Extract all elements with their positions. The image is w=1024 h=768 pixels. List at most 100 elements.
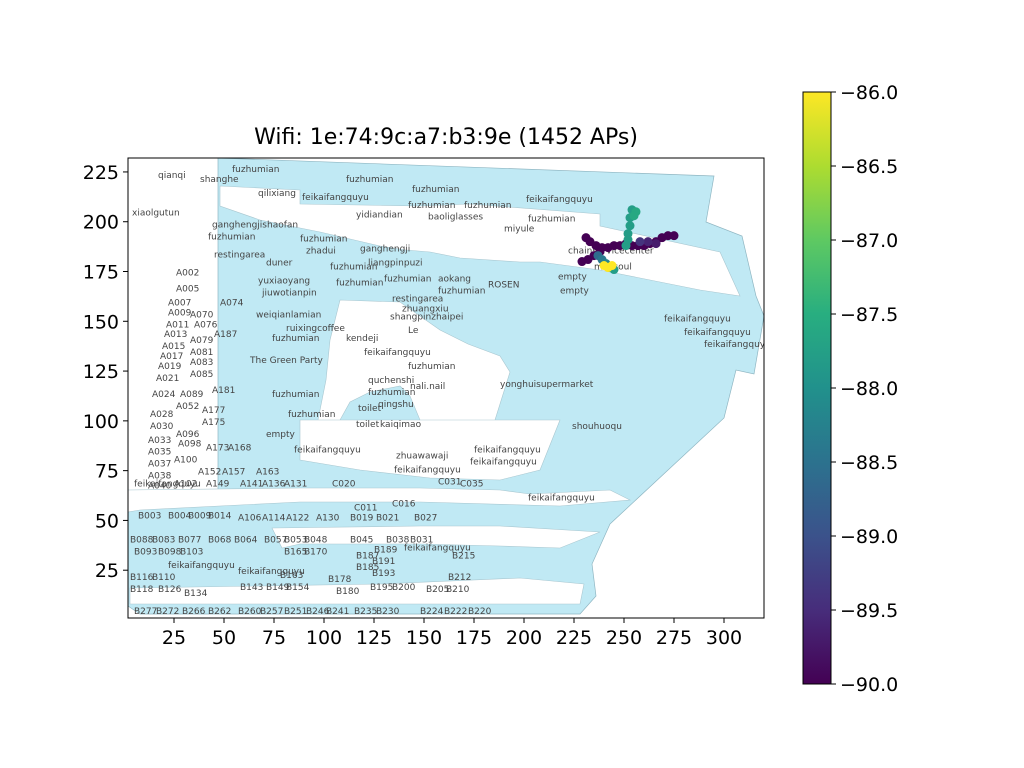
room-label: A040 <box>148 482 172 492</box>
room-label: ganghengjishaofan <box>212 221 298 231</box>
x-tick-label: 50 <box>212 627 236 649</box>
room-label: restingarea <box>392 294 443 304</box>
room-label: yuxiaoyang <box>258 276 310 286</box>
room-label: B205 <box>426 585 449 595</box>
room-label: feikaifangquyu <box>394 466 461 476</box>
colorbar-axis: −86.0 −86.5 −87.0 −87.5 −88.0 −88.5 −89.0 −89.5… <box>831 82 898 696</box>
room-label: B241 <box>326 607 349 617</box>
room-label: jiuwotianpin <box>261 288 317 298</box>
room-label: fuzhumian <box>300 235 348 245</box>
colorbar-tick-label: −86.0 <box>840 82 898 104</box>
y-tick-label: 125 <box>83 361 119 383</box>
room-label: feikaifangquyu <box>664 314 731 324</box>
y-tick-label: 25 <box>95 560 119 582</box>
room-label: B191 <box>372 557 395 567</box>
room-label: B262 <box>208 607 231 617</box>
room-label: ruixingcoffee <box>286 324 345 334</box>
room-label: B185 <box>356 563 379 573</box>
room-label: A175 <box>202 418 225 428</box>
room-label: A177 <box>202 406 225 416</box>
room-label: feikaifangquyu <box>526 195 593 205</box>
room-label: feikaifangquyu <box>684 328 751 338</box>
room-label: empty <box>266 430 296 440</box>
room-label: A149 <box>206 480 230 490</box>
room-label: feikaifangquyu <box>704 340 771 350</box>
room-label: fuzhumian <box>288 410 336 420</box>
room-label: ganghengji <box>360 245 410 255</box>
room-label: qingshu <box>378 400 414 410</box>
y-tick-label: 100 <box>83 411 119 433</box>
room-label: B222 <box>444 607 467 617</box>
room-label: B038 <box>386 535 410 545</box>
corridor-bottom <box>271 525 601 549</box>
room-label: A181 <box>212 386 235 396</box>
room-label: B200 <box>392 583 416 593</box>
scatter-series <box>577 205 679 275</box>
room-label: fuzhumian <box>412 185 460 195</box>
room-label: B003 <box>138 511 161 521</box>
room-label: B154 <box>286 583 310 593</box>
y-tick-label: 50 <box>95 510 119 532</box>
room-label: A035 <box>148 448 171 458</box>
room-label: A009 <box>168 308 192 318</box>
room-label: feikaifangquyu <box>528 494 595 504</box>
room-label: B021 <box>376 513 399 523</box>
room-label: B093 <box>134 547 157 557</box>
room-label: quchenshi <box>368 376 414 386</box>
room-label: fuzhumian <box>384 274 432 284</box>
room-label: A076 <box>194 320 218 330</box>
y-tick-label: 225 <box>83 162 119 184</box>
room-label: A033 <box>148 436 171 446</box>
room-label: yonghuisupermarket <box>500 380 594 390</box>
room-label: toilet <box>358 404 382 414</box>
room-label: B170 <box>304 547 328 557</box>
room-label: fuzhumian <box>408 201 456 211</box>
room-label: B134 <box>184 589 208 599</box>
corridor-mid <box>299 419 561 481</box>
scatter-point <box>607 261 617 271</box>
room-label: A079 <box>190 336 214 346</box>
room-label: A070 <box>190 310 214 320</box>
colorbar-tick-label: −88.5 <box>840 452 898 474</box>
room-label: fuzhumian <box>272 334 320 344</box>
colorbar-tick-label: −86.5 <box>840 156 898 178</box>
room-label: feikaifangquyu <box>294 446 361 456</box>
room-label: A019 <box>158 362 182 372</box>
y-tick-label: 175 <box>83 262 119 284</box>
room-label: yidiandian <box>356 211 403 221</box>
scatter-point <box>635 237 645 247</box>
x-tick-label: 150 <box>406 627 442 649</box>
room-label: A089 <box>180 390 204 400</box>
room-label: B004 <box>168 511 192 521</box>
room-label: B027 <box>414 513 437 523</box>
room-label: B019 <box>350 513 374 523</box>
room-label: toilet <box>356 420 380 430</box>
room-label: The Green Party <box>249 356 323 366</box>
room-label: Le <box>408 326 419 336</box>
room-label: B031 <box>410 535 433 545</box>
room-label: B165 <box>284 547 307 557</box>
room-label: B277 <box>134 607 157 617</box>
room-label: A028 <box>150 410 174 420</box>
room-label: B187 <box>356 551 379 561</box>
y-tick-label: 75 <box>95 461 119 483</box>
room-label: shanghe <box>200 175 239 185</box>
x-tick-label: 125 <box>356 627 392 649</box>
room-label: A187 <box>214 330 237 340</box>
room-label: B189 <box>374 545 398 555</box>
room-label: xiaolgutun <box>132 209 180 219</box>
room-label: B235 <box>354 607 377 617</box>
room-label: A030 <box>150 422 174 432</box>
corridor-bottom-2 <box>129 577 585 605</box>
room-label: B251 <box>284 607 307 617</box>
room-label: B149 <box>266 583 290 593</box>
room-label: weiqianlamian <box>256 310 321 320</box>
x-tick-label: 175 <box>456 627 492 649</box>
y-tick-label: 200 <box>83 212 119 234</box>
room-label: B068 <box>208 535 232 545</box>
room-label: duner <box>266 259 293 269</box>
room-label: feikaifangquyu <box>474 446 541 456</box>
room-label: B246 <box>306 607 330 617</box>
colorbar-tick-label: −90.0 <box>840 674 898 696</box>
